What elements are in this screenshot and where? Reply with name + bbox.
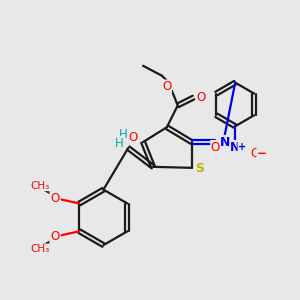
Text: H: H — [119, 128, 128, 141]
Text: O: O — [162, 80, 172, 93]
Text: O: O — [196, 91, 205, 104]
Text: S: S — [195, 162, 204, 175]
Text: N: N — [220, 136, 231, 148]
Text: N: N — [230, 140, 240, 154]
Text: O: O — [211, 140, 220, 154]
Text: O: O — [50, 230, 59, 243]
Text: O: O — [50, 192, 59, 205]
Text: O: O — [250, 148, 260, 160]
Text: O: O — [128, 130, 138, 144]
Text: CH₃: CH₃ — [30, 244, 50, 254]
Text: CH₃: CH₃ — [30, 181, 50, 191]
Text: +: + — [238, 142, 246, 152]
Text: H: H — [115, 136, 124, 150]
Text: −: − — [257, 148, 267, 160]
